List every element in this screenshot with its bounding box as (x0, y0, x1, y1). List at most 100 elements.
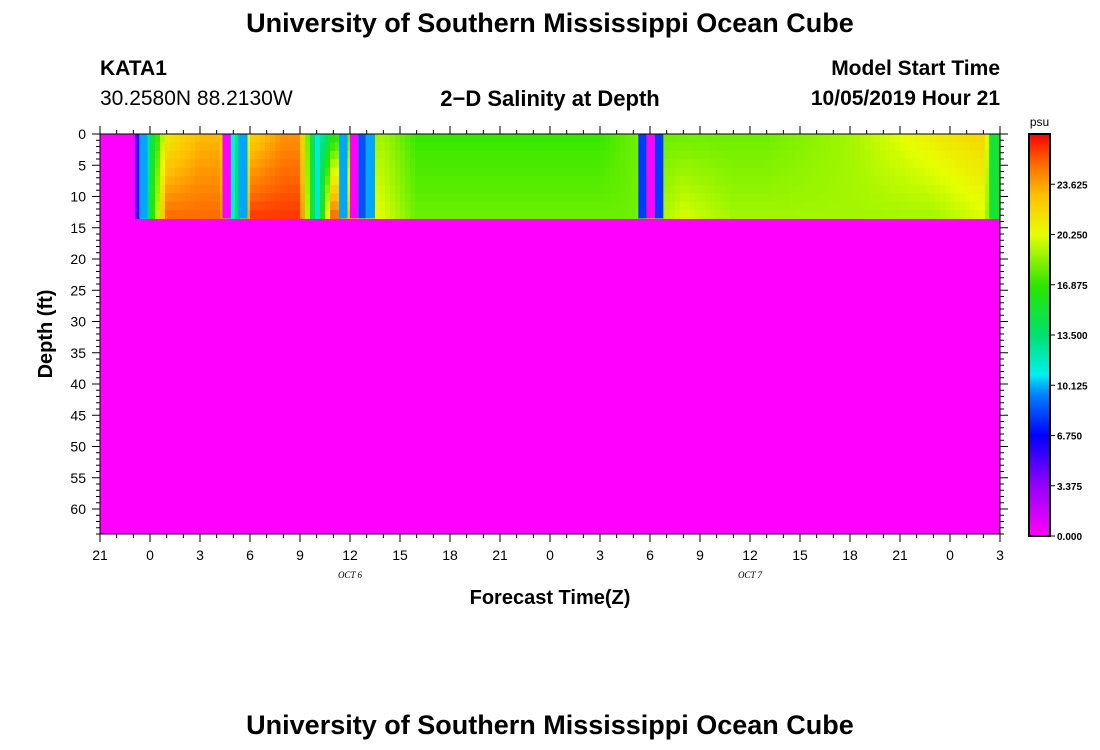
salinity-cell (235, 209, 241, 219)
salinity-cell (485, 176, 491, 186)
salinity-cell (935, 184, 941, 194)
salinity-cell (975, 150, 981, 160)
salinity-cell (965, 150, 971, 160)
salinity-cell (720, 159, 726, 169)
salinity-cell (955, 142, 961, 152)
salinity-cell (825, 193, 831, 203)
salinity-cell (980, 167, 986, 177)
salinity-cell (710, 142, 716, 152)
salinity-cell (680, 167, 686, 177)
salinity-cell (470, 150, 476, 160)
salinity-cell (145, 150, 151, 160)
salinity-cell (730, 201, 736, 211)
salinity-cell (515, 150, 521, 160)
salinity-cell (960, 193, 966, 203)
x-tick-label: 6 (246, 547, 254, 563)
salinity-cell (635, 150, 641, 160)
salinity-cell (525, 142, 531, 152)
salinity-cell (680, 150, 686, 160)
salinity-cell (325, 134, 331, 144)
salinity-cell (855, 159, 861, 169)
salinity-cell (335, 159, 341, 169)
salinity-cell (695, 159, 701, 169)
salinity-cell (405, 193, 411, 203)
salinity-cell (685, 150, 691, 160)
salinity-cell (405, 134, 411, 144)
salinity-cell (535, 142, 541, 152)
salinity-cell (595, 193, 601, 203)
x-tick-label: 21 (92, 547, 108, 563)
salinity-cell (675, 176, 681, 186)
salinity-cell (915, 209, 921, 219)
salinity-cell (995, 201, 1001, 211)
salinity-cell (430, 150, 436, 160)
salinity-cell (850, 142, 856, 152)
salinity-cell (290, 142, 296, 152)
salinity-cell (160, 167, 166, 177)
salinity-cell (540, 176, 546, 186)
salinity-cell (805, 184, 811, 194)
salinity-cell (595, 209, 601, 219)
salinity-cell (420, 176, 426, 186)
salinity-cell (295, 209, 301, 219)
salinity-cell (490, 176, 496, 186)
salinity-cell (145, 184, 151, 194)
salinity-cell (685, 193, 691, 203)
salinity-cell (670, 150, 676, 160)
salinity-cell (450, 150, 456, 160)
salinity-cell (480, 201, 486, 211)
salinity-cell (505, 159, 511, 169)
salinity-cell (275, 184, 281, 194)
salinity-cell (530, 201, 536, 211)
salinity-cell (400, 167, 406, 177)
station-name: KATA1 (100, 57, 167, 80)
salinity-cell (500, 193, 506, 203)
salinity-cell (270, 167, 276, 177)
salinity-cell (515, 159, 521, 169)
salinity-cell (455, 167, 461, 177)
salinity-cell (595, 184, 601, 194)
salinity-cell (540, 209, 546, 219)
salinity-cell (105, 142, 111, 152)
salinity-cell (875, 176, 881, 186)
salinity-cell (745, 193, 751, 203)
salinity-cell (615, 134, 621, 144)
salinity-cell (785, 159, 791, 169)
salinity-cell (675, 159, 681, 169)
salinity-cell (670, 142, 676, 152)
salinity-cell (820, 159, 826, 169)
salinity-cell (765, 193, 771, 203)
salinity-cell (480, 209, 486, 219)
salinity-cell (390, 184, 396, 194)
salinity-cell (820, 150, 826, 160)
salinity-cell (280, 209, 286, 219)
salinity-cell (870, 134, 876, 144)
salinity-cell (590, 176, 596, 186)
x-tick-label: 3 (196, 547, 204, 563)
station-coordinates: 30.2580N 88.2130W (100, 87, 293, 110)
salinity-cell (490, 167, 496, 177)
salinity-cell (730, 134, 736, 144)
salinity-cell (925, 159, 931, 169)
salinity-cell (830, 176, 836, 186)
salinity-cell (535, 184, 541, 194)
salinity-cell (105, 201, 111, 211)
salinity-cell (925, 193, 931, 203)
salinity-cell (230, 176, 236, 186)
salinity-cell (670, 201, 676, 211)
salinity-cell (865, 142, 871, 152)
salinity-cell (905, 134, 911, 144)
salinity-cell (250, 142, 256, 152)
salinity-cell (900, 134, 906, 144)
salinity-cell (955, 176, 961, 186)
salinity-cell (285, 134, 291, 144)
salinity-cell (725, 193, 731, 203)
salinity-cell (215, 150, 221, 160)
salinity-cell (820, 193, 826, 203)
salinity-cell (665, 176, 671, 186)
salinity-cell (900, 201, 906, 211)
salinity-cell (425, 209, 431, 219)
salinity-cell (530, 167, 536, 177)
x-tick-label: 6 (646, 547, 654, 563)
salinity-cell (625, 176, 631, 186)
